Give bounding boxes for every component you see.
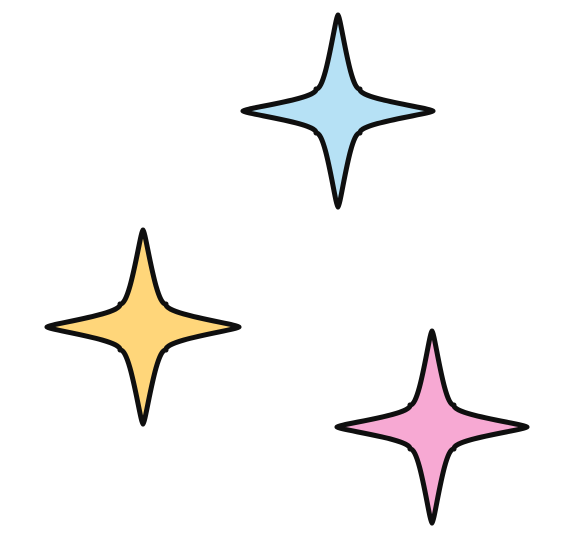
sparkle-yellow-icon bbox=[44, 227, 242, 427]
sparkle-layer bbox=[44, 12, 530, 526]
sparkle-pink-icon bbox=[334, 328, 530, 526]
sparkle-blue-icon bbox=[240, 12, 436, 210]
